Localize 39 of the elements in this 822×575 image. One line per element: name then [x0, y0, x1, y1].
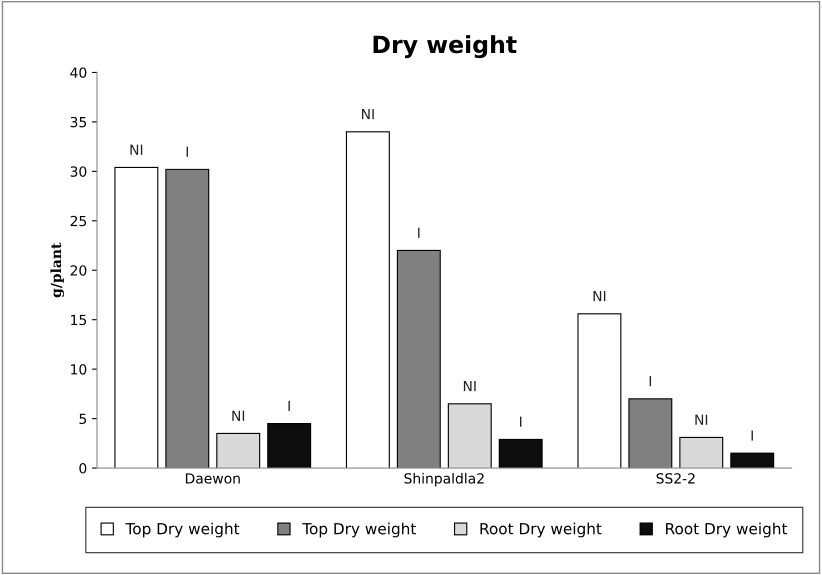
x-tick-label: SS2-2: [656, 473, 695, 484]
y-tick-label: 35: [70, 116, 86, 128]
y-tick-label: 30: [70, 166, 86, 177]
bar: [448, 403, 492, 468]
y-tick-label: 20: [70, 265, 86, 276]
y-axis-title: g/plant: [50, 242, 64, 298]
data-label: I: [520, 416, 522, 427]
data-label: NI: [362, 109, 374, 120]
data-label: NI: [464, 381, 476, 392]
bar: [346, 131, 390, 468]
bar: [216, 432, 260, 468]
chart-title: Dry weight: [374, 35, 517, 58]
data-label: NI: [232, 410, 244, 421]
bar: [267, 422, 312, 468]
y-tick-label: 10: [71, 364, 86, 375]
legend-label: Top Dry weight: [126, 522, 240, 538]
bar: [577, 313, 622, 468]
x-tick-label: Shinpaldla2: [404, 472, 484, 486]
bar: [679, 436, 724, 468]
x-tick-label: Daewon: [186, 473, 240, 484]
y-tick-label: 25: [70, 216, 86, 226]
data-label: NI: [130, 144, 142, 155]
legend-label: Root Dry weight: [480, 522, 602, 538]
data-label: I: [752, 430, 753, 441]
y-tick-label: 15: [71, 314, 86, 326]
legend-label: Top Dry weight: [302, 522, 416, 538]
bar: [730, 452, 774, 468]
legend-label: Root Dry weight: [666, 522, 788, 538]
data-label: NI: [695, 414, 708, 425]
data-label: I: [418, 228, 420, 238]
data-label: NI: [594, 291, 606, 302]
y-tick-label: 0: [79, 463, 86, 474]
bar: [114, 166, 158, 468]
data-label: I: [288, 400, 290, 411]
data-label: I: [650, 376, 652, 386]
y-tick-label: 40: [70, 67, 86, 78]
bar: [498, 438, 543, 468]
data-label: I: [186, 146, 188, 157]
y-tick-label: 5: [80, 414, 86, 424]
